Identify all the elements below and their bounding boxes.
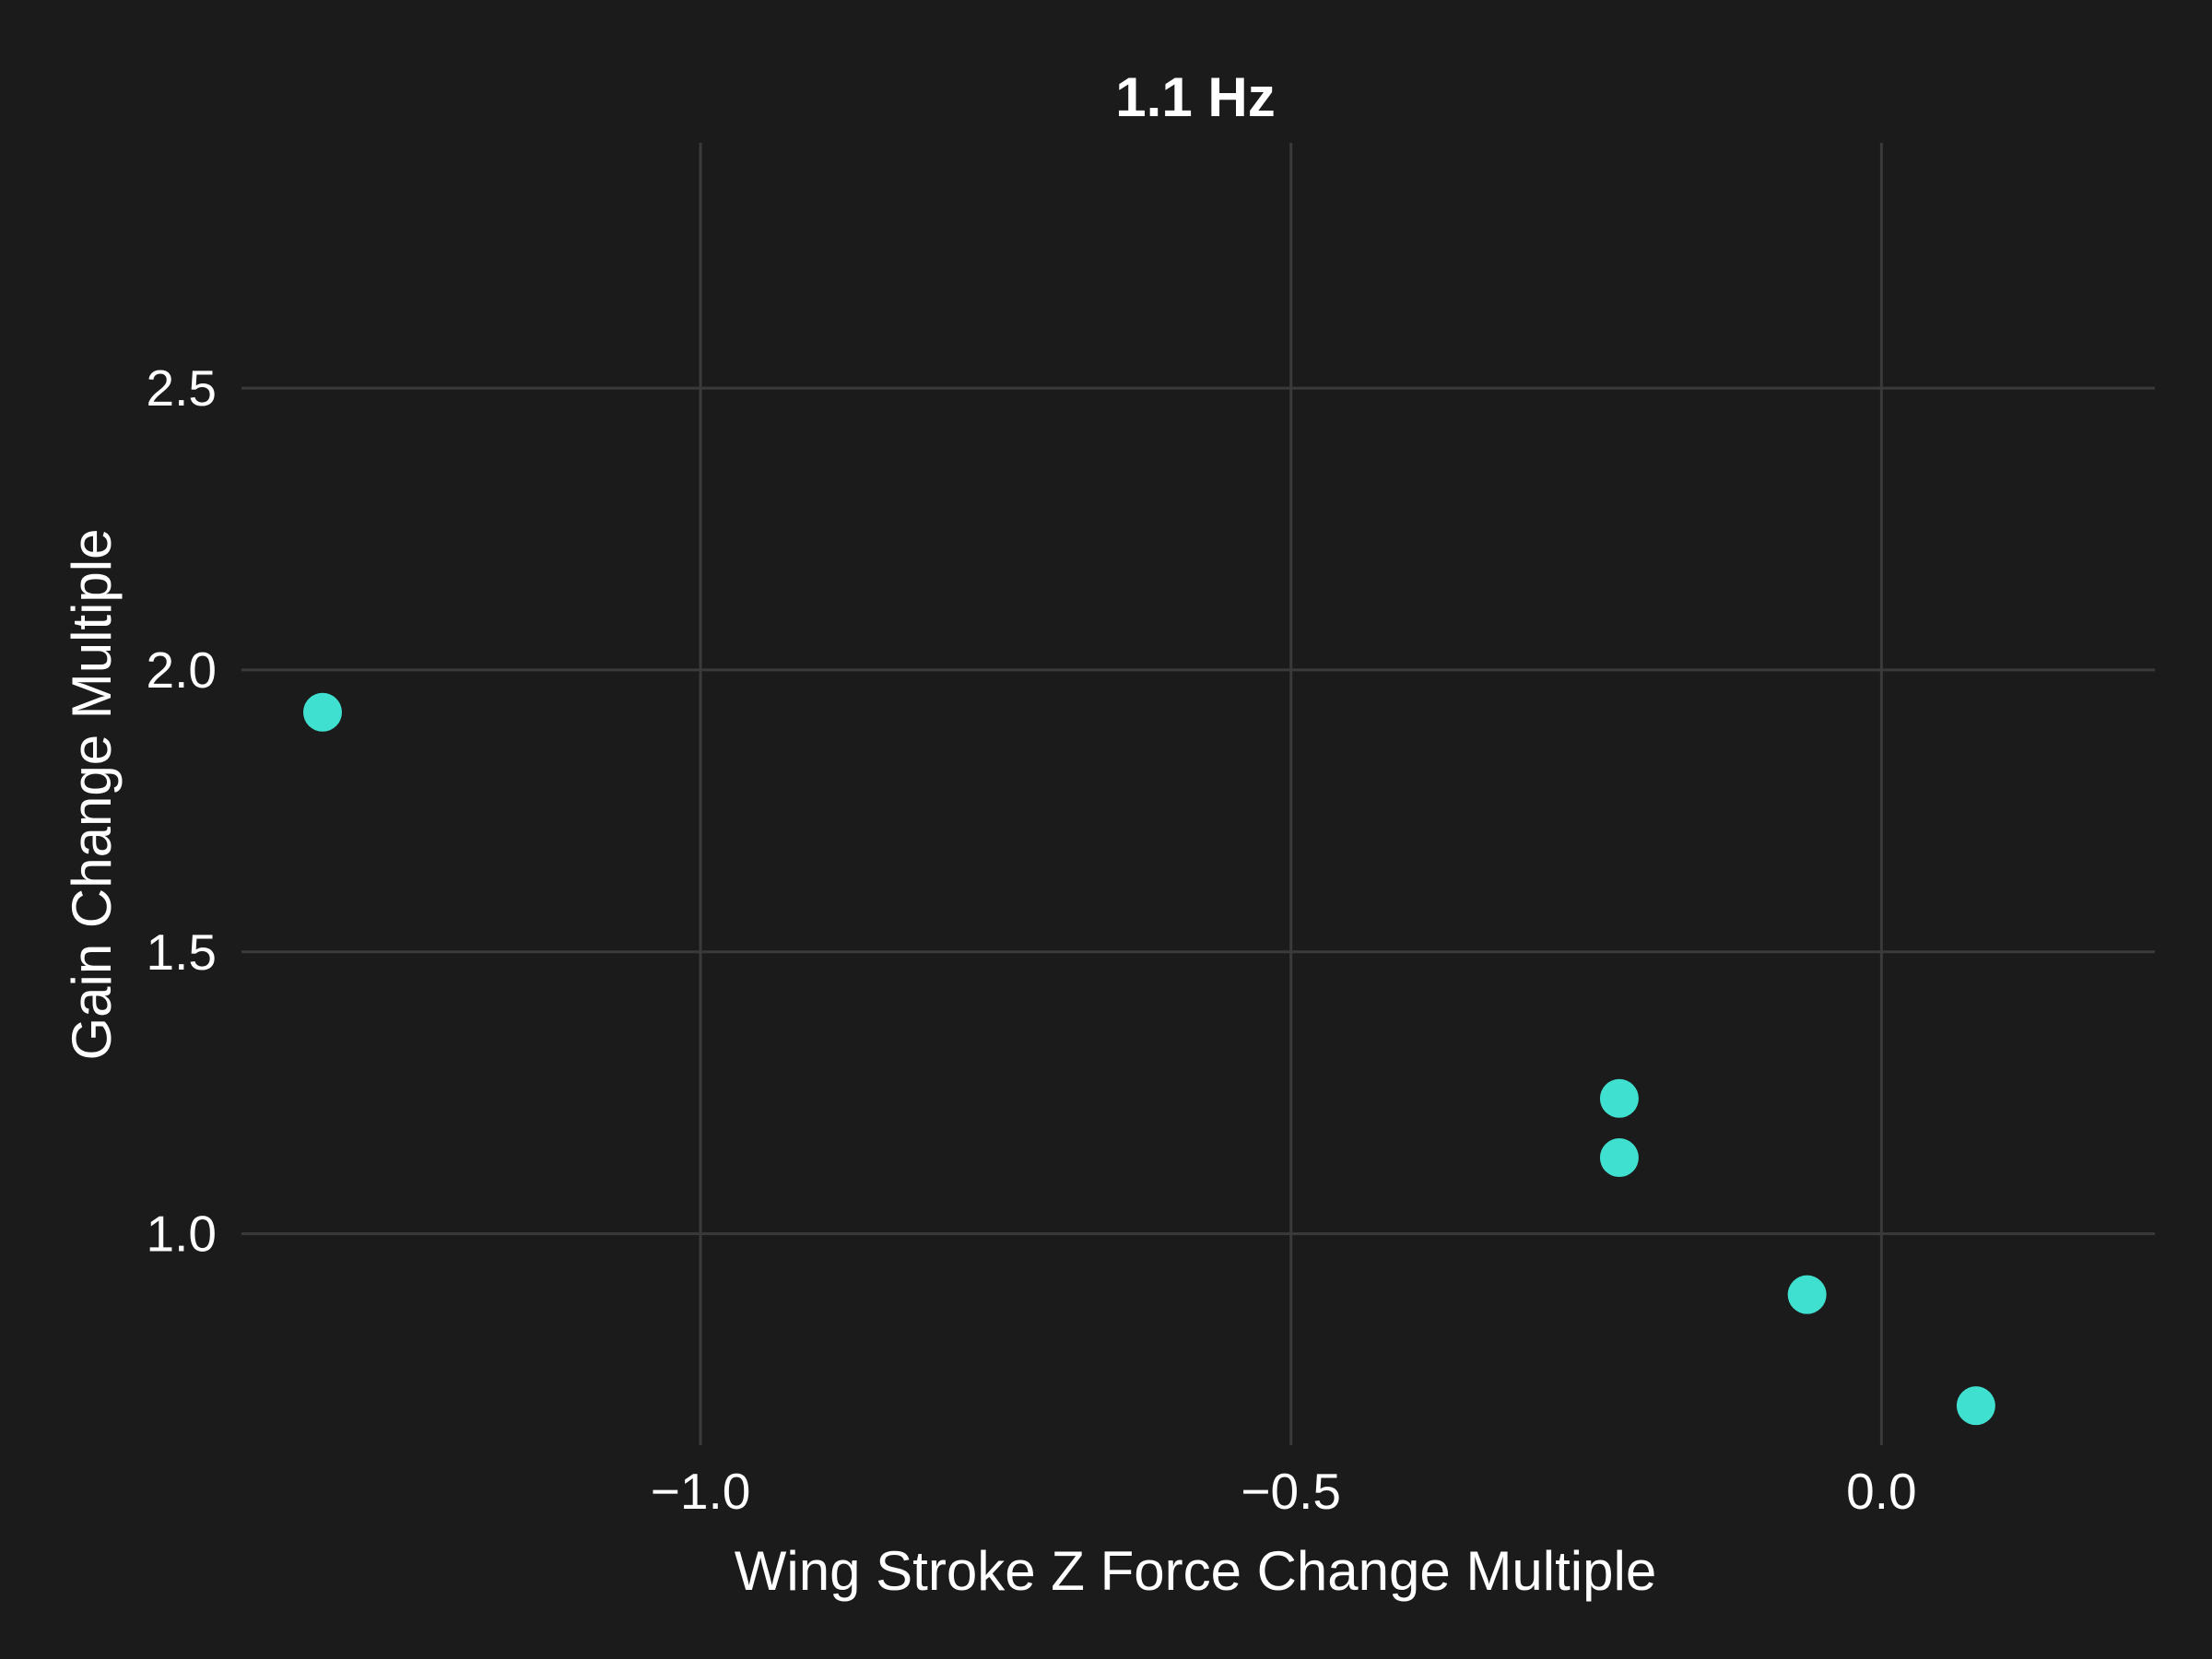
chart-title: 1.1 Hz	[1115, 66, 1275, 128]
data-points	[303, 692, 1995, 1426]
x-tick-label-0: −1.0	[651, 1463, 751, 1520]
x-tick-label-2: 0.0	[1846, 1463, 1916, 1520]
grid	[241, 143, 2155, 1445]
y-tick-label-3: 2.5	[147, 359, 217, 417]
x-tick-label-1: −0.5	[1241, 1463, 1341, 1520]
y-tick-label-2: 2.0	[147, 641, 217, 699]
x-tick-labels: −1.0 −0.5 0.0	[651, 1463, 1917, 1520]
y-tick-label-0: 1.0	[147, 1206, 217, 1263]
y-tick-labels: 1.0 1.5 2.0 2.5	[147, 359, 217, 1263]
data-point-1	[1599, 1078, 1639, 1118]
data-point-2	[1599, 1138, 1639, 1178]
data-point-3	[1787, 1275, 1827, 1314]
data-point-0	[303, 692, 342, 732]
x-axis-title: Wing Stroke Z Force Change Multiple	[735, 1540, 1656, 1602]
y-tick-label-1: 1.5	[147, 924, 217, 981]
y-axis-title: Gain Change Multiple	[61, 528, 123, 1060]
data-point-4	[1956, 1386, 1995, 1426]
